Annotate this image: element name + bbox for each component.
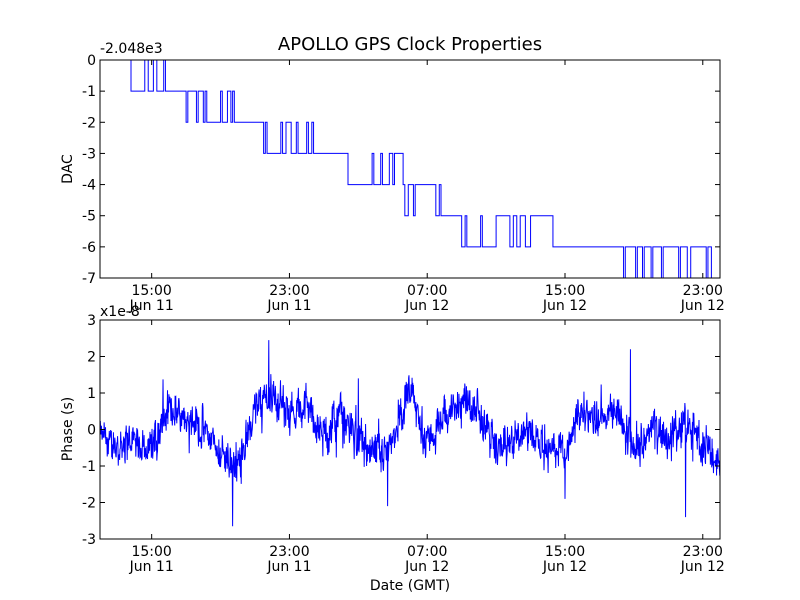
dac-y-tick-label: -6	[82, 240, 96, 256]
phase-y-axis-label: Phase (s)	[60, 397, 76, 461]
phase-x-tick-date: Jun 11	[129, 559, 174, 575]
dac-y-tick-label: -5	[82, 209, 96, 225]
dac-x-tick-time: 23:00	[683, 283, 723, 299]
phase-x-tick-time: 07:00	[407, 544, 447, 560]
phase-series-line	[100, 340, 720, 527]
phase-y-tick-label: 1	[87, 386, 96, 402]
dac-y-axis-label: DAC	[60, 154, 76, 184]
phase-y-tick-label: -3	[82, 532, 96, 548]
phase-y-tick-label: 2	[87, 350, 96, 366]
dac-line	[100, 60, 720, 278]
dac-x-tick-date: Jun 12	[542, 298, 587, 314]
dac-y-tick-label: -7	[82, 271, 96, 287]
dac-y-tick-label: -2	[82, 115, 96, 131]
phase-offset-label: x1e-8	[100, 304, 140, 320]
phase-x-tick-time: 15:00	[131, 544, 171, 560]
chart-title: APOLLO GPS Clock Properties	[278, 34, 542, 55]
dac-x-tick-time: 23:00	[269, 283, 309, 299]
dac-x-tick-date: Jun 12	[404, 298, 449, 314]
phase-y-tick-label: 3	[87, 313, 96, 329]
phase-y-ticks: 3 2 1 0 -1 -2 -3	[82, 313, 720, 548]
dac-x-tick-time: 15:00	[545, 283, 585, 299]
dac-y-tick-label: -3	[82, 146, 96, 162]
dac-axes-frame	[99, 59, 721, 279]
phase-x-tick-time: 23:00	[683, 544, 723, 560]
dac-x-tick-date: Jun 11	[266, 298, 311, 314]
dac-x-tick-date: Jun 12	[680, 298, 725, 314]
phase-x-tick-time: 23:00	[269, 544, 309, 560]
dac-y-tick-label: 0	[87, 53, 96, 69]
phase-x-tick-time: 15:00	[545, 544, 585, 560]
dac-series-line	[100, 60, 720, 278]
dac-x-tick-time: 07:00	[407, 283, 447, 299]
dac-y-ticks: 0 -1 -2 -3 -4 -5 -6 -7	[82, 53, 720, 287]
phase-x-axis-label: Date (GMT)	[370, 578, 450, 594]
dac-y-tick-label: -4	[82, 178, 96, 194]
phase-x-tick-date: Jun 12	[404, 559, 449, 575]
phase-x-tick-date: Jun 12	[542, 559, 587, 575]
phase-y-tick-label: -1	[82, 459, 96, 475]
phase-x-tick-date: Jun 12	[680, 559, 725, 575]
dac-y-tick-label: -1	[82, 84, 96, 100]
dac-x-tick-date: Jun 11	[129, 298, 174, 314]
dac-x-tick-time: 15:00	[131, 283, 171, 299]
dac-offset-label: -2.048e3	[100, 41, 163, 57]
phase-y-tick-label: 0	[87, 423, 96, 439]
phase-line	[100, 340, 720, 527]
phase-y-tick-label: -2	[82, 496, 96, 512]
phase-x-tick-date: Jun 11	[266, 559, 311, 575]
